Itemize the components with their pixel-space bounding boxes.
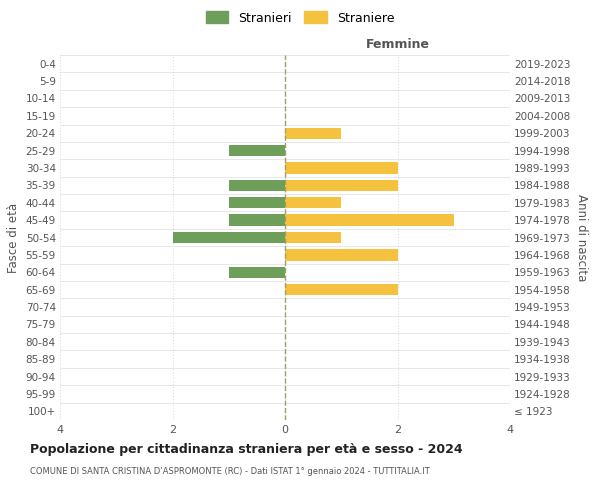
Bar: [285, 214, 454, 226]
Bar: [229, 214, 285, 226]
Bar: [285, 180, 398, 191]
Legend: Stranieri, Straniere: Stranieri, Straniere: [201, 6, 399, 30]
Bar: [285, 284, 398, 296]
Y-axis label: Fasce di età: Fasce di età: [7, 202, 20, 272]
Y-axis label: Anni di nascita: Anni di nascita: [575, 194, 587, 281]
Text: Popolazione per cittadinanza straniera per età e sesso - 2024: Popolazione per cittadinanza straniera p…: [30, 442, 463, 456]
Bar: [229, 145, 285, 156]
Bar: [229, 197, 285, 208]
Bar: [285, 249, 398, 260]
Bar: [229, 266, 285, 278]
Bar: [285, 162, 398, 173]
Bar: [173, 232, 285, 243]
Text: COMUNE DI SANTA CRISTINA D’ASPROMONTE (RC) - Dati ISTAT 1° gennaio 2024 - TUTTIT: COMUNE DI SANTA CRISTINA D’ASPROMONTE (R…: [30, 468, 430, 476]
Bar: [285, 197, 341, 208]
Bar: [285, 128, 341, 139]
Bar: [229, 180, 285, 191]
Text: Femmine: Femmine: [365, 38, 430, 52]
Bar: [285, 232, 341, 243]
